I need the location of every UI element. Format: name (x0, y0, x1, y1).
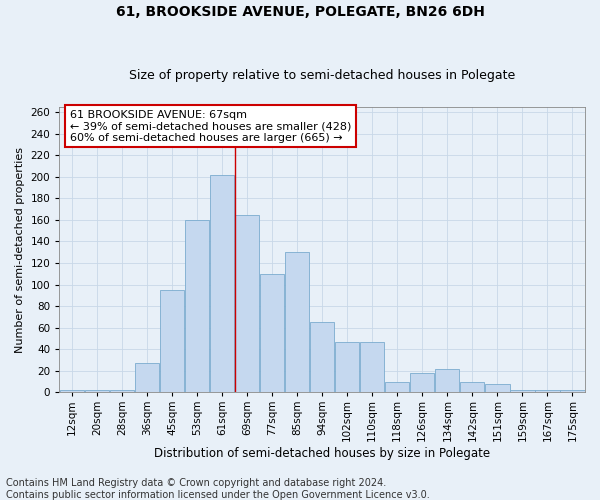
Text: 61 BROOKSIDE AVENUE: 67sqm
← 39% of semi-detached houses are smaller (428)
60% o: 61 BROOKSIDE AVENUE: 67sqm ← 39% of semi… (70, 110, 351, 143)
Bar (160, 290, 184, 392)
Bar (285, 252, 309, 392)
Bar (85, 390, 109, 392)
Bar (360, 342, 385, 392)
Bar (185, 220, 209, 392)
Bar (410, 373, 434, 392)
Text: Contains HM Land Registry data © Crown copyright and database right 2024.
Contai: Contains HM Land Registry data © Crown c… (6, 478, 430, 500)
Y-axis label: Number of semi-detached properties: Number of semi-detached properties (15, 146, 25, 352)
Bar (460, 382, 484, 392)
Bar (60, 390, 84, 392)
Title: Size of property relative to semi-detached houses in Polegate: Size of property relative to semi-detach… (129, 69, 515, 82)
Bar (510, 390, 535, 392)
Bar (335, 342, 359, 392)
Text: 61, BROOKSIDE AVENUE, POLEGATE, BN26 6DH: 61, BROOKSIDE AVENUE, POLEGATE, BN26 6DH (116, 5, 484, 19)
Bar (385, 382, 409, 392)
Bar (535, 390, 560, 392)
Bar (310, 322, 334, 392)
Bar (210, 174, 234, 392)
Bar (135, 364, 159, 392)
Bar (110, 390, 134, 392)
Bar (485, 384, 509, 392)
Bar (260, 274, 284, 392)
Bar (560, 390, 584, 392)
Bar (435, 368, 460, 392)
Bar (235, 214, 259, 392)
X-axis label: Distribution of semi-detached houses by size in Polegate: Distribution of semi-detached houses by … (154, 447, 490, 460)
